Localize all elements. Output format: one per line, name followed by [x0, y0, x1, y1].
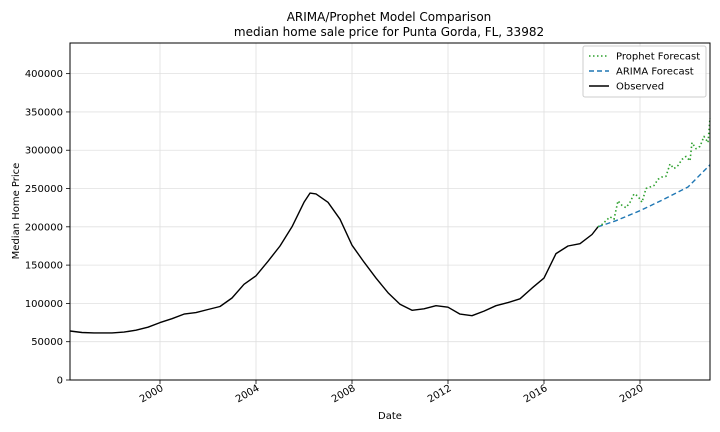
legend-label: ARIMA Forecast [616, 67, 694, 78]
x-tick-label: 2008 [330, 383, 358, 405]
legend-box [582, 45, 707, 98]
x-tick-label: 2004 [234, 383, 262, 405]
plot-frame [69, 42, 711, 381]
chart-subtitle: median home sale price for Punta Gorda, … [234, 25, 544, 39]
x-tick-label: 2016 [522, 383, 550, 405]
y-axis-label: Median Home Price [11, 163, 22, 260]
x-tick-label: 2012 [426, 383, 454, 405]
grid [70, 43, 710, 381]
legend-label: Prophet Forecast [616, 52, 700, 63]
y-tick-label: 100000 [25, 299, 63, 310]
axis-ticks: 0 50000 100000 150000 200000 250000 300000 3500… [25, 69, 646, 405]
y-tick-label: 200000 [25, 222, 63, 233]
y-tick-label: 0 [57, 376, 63, 387]
series-line-arima-forecast [597, 164, 711, 228]
series-line-observed [69, 192, 599, 334]
y-tick-label: 350000 [25, 107, 63, 118]
y-tick-label: 400000 [25, 69, 63, 80]
x-tick-label: 2020 [618, 383, 646, 405]
y-tick-label: 50000 [31, 337, 63, 348]
y-tick-label: 250000 [25, 184, 63, 195]
y-tick-label: 300000 [25, 146, 63, 157]
series-line-prophet-forecast [597, 118, 711, 228]
chart-title: ARIMA/Prophet Model Comparison [287, 10, 492, 24]
legend: Prophet Forecast ARIMA Forecast Observed [582, 45, 707, 98]
y-tick-label: 150000 [25, 261, 63, 272]
x-tick-label: 2000 [138, 383, 166, 405]
legend-label: Observed [616, 82, 664, 93]
x-axis-label: Date [378, 411, 402, 422]
series-group [69, 118, 711, 334]
